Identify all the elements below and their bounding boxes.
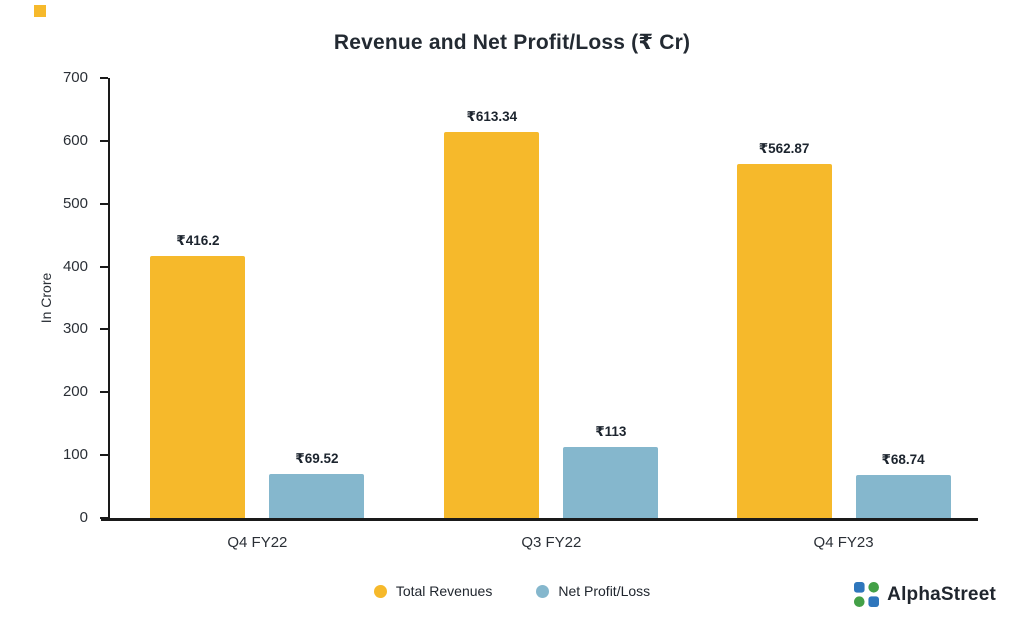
chart-title: Revenue and Net Profit/Loss (₹ Cr)	[333, 31, 691, 54]
y-tick-label-400: 400	[62, 257, 88, 275]
y-axis-line	[108, 78, 110, 518]
value-label-net-profit-loss-q4-fy22: ₹69.52	[295, 451, 339, 467]
x-category-label-q4-fy23: Q4 FY23	[813, 534, 874, 551]
y-tick-mark-300	[100, 328, 108, 331]
y-tick-mark-400	[100, 265, 108, 268]
bar-net-profit-loss-q4-fy23	[855, 474, 951, 518]
legend-dot-total-revenues	[373, 584, 387, 598]
legend-item-total-revenues: Total Revenues	[373, 583, 493, 599]
bar-total-revenues-q4-fy22	[150, 256, 246, 518]
bar-net-profit-loss-q3-fy22	[563, 446, 659, 518]
y-tick-label-0: 0	[79, 509, 88, 526]
y-tick-label-100: 100	[62, 446, 88, 464]
x-axis-line	[101, 518, 978, 521]
legend-label-net-profit-loss: Net Profit/Loss	[558, 583, 651, 599]
legend-dot-net-profit-loss	[536, 584, 550, 598]
y-tick-label-200: 200	[62, 383, 88, 401]
brand: AlphaStreet	[854, 582, 996, 607]
alphastreet-logo-icon	[854, 582, 880, 607]
y-axis-title: In Crore	[38, 272, 54, 324]
value-label-total-revenues-q4-fy23: ₹562.87	[758, 141, 810, 157]
y-tick-label-700: 700	[62, 69, 88, 86]
y-tick-mark-200	[100, 391, 108, 394]
brand-name: AlphaStreet	[887, 583, 996, 605]
y-tick-mark-700	[100, 77, 108, 79]
y-tick-label-300: 300	[62, 320, 88, 338]
y-tick-mark-600	[100, 139, 108, 142]
corner-mark	[34, 5, 46, 17]
y-tick-mark-500	[100, 202, 108, 205]
y-tick-mark-0	[100, 517, 108, 519]
value-label-net-profit-loss-q4-fy23: ₹68.74	[881, 451, 925, 467]
x-category-label-q3-fy22: Q3 FY22	[521, 534, 582, 551]
legend-label-total-revenues: Total Revenues	[395, 583, 493, 599]
value-label-net-profit-loss-q3-fy22: ₹113	[595, 423, 627, 439]
value-label-total-revenues-q3-fy22: ₹613.34	[466, 109, 518, 125]
x-category-label-q4-fy22: Q4 FY22	[227, 534, 288, 551]
y-tick-label-600: 600	[62, 131, 88, 149]
plot-area: 0 100 200 300 400 500 600 700 ₹416.2 ₹69.52 Q4 FY2…	[63, 69, 978, 551]
bar-total-revenues-q3-fy22	[444, 132, 540, 518]
legend: Total Revenues Net Profit/Loss	[0, 583, 1024, 599]
y-tick-label-500: 500	[62, 194, 88, 212]
bar-total-revenues-q4-fy23	[736, 164, 832, 518]
y-tick-mark-100	[100, 454, 108, 457]
legend-item-net-profit-loss: Net Profit/Loss	[536, 583, 650, 599]
bar-net-profit-loss-q4-fy22	[269, 474, 365, 518]
value-label-total-revenues-q4-fy22: ₹416.2	[176, 233, 220, 249]
